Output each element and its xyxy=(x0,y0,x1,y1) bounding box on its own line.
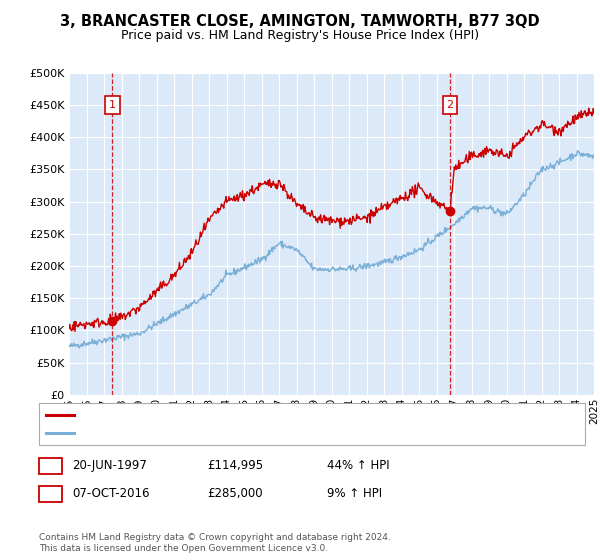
Text: 07-OCT-2016: 07-OCT-2016 xyxy=(72,487,149,501)
Text: 9% ↑ HPI: 9% ↑ HPI xyxy=(327,487,382,501)
Text: 3, BRANCASTER CLOSE, AMINGTON, TAMWORTH, B77 3QD (detached house): 3, BRANCASTER CLOSE, AMINGTON, TAMWORTH,… xyxy=(78,410,497,420)
Text: 44% ↑ HPI: 44% ↑ HPI xyxy=(327,459,389,473)
Text: £285,000: £285,000 xyxy=(207,487,263,501)
Text: Price paid vs. HM Land Registry's House Price Index (HPI): Price paid vs. HM Land Registry's House … xyxy=(121,29,479,42)
Text: HPI: Average price, detached house, Tamworth: HPI: Average price, detached house, Tamw… xyxy=(78,428,334,438)
Text: 2: 2 xyxy=(47,487,54,501)
Text: 20-JUN-1997: 20-JUN-1997 xyxy=(72,459,147,473)
Text: 3, BRANCASTER CLOSE, AMINGTON, TAMWORTH, B77 3QD: 3, BRANCASTER CLOSE, AMINGTON, TAMWORTH,… xyxy=(60,14,540,29)
Text: Contains HM Land Registry data © Crown copyright and database right 2024.
This d: Contains HM Land Registry data © Crown c… xyxy=(39,533,391,553)
Text: 1: 1 xyxy=(109,100,116,110)
Text: 1: 1 xyxy=(47,459,54,473)
Text: 2: 2 xyxy=(446,100,454,110)
Text: £114,995: £114,995 xyxy=(207,459,263,473)
